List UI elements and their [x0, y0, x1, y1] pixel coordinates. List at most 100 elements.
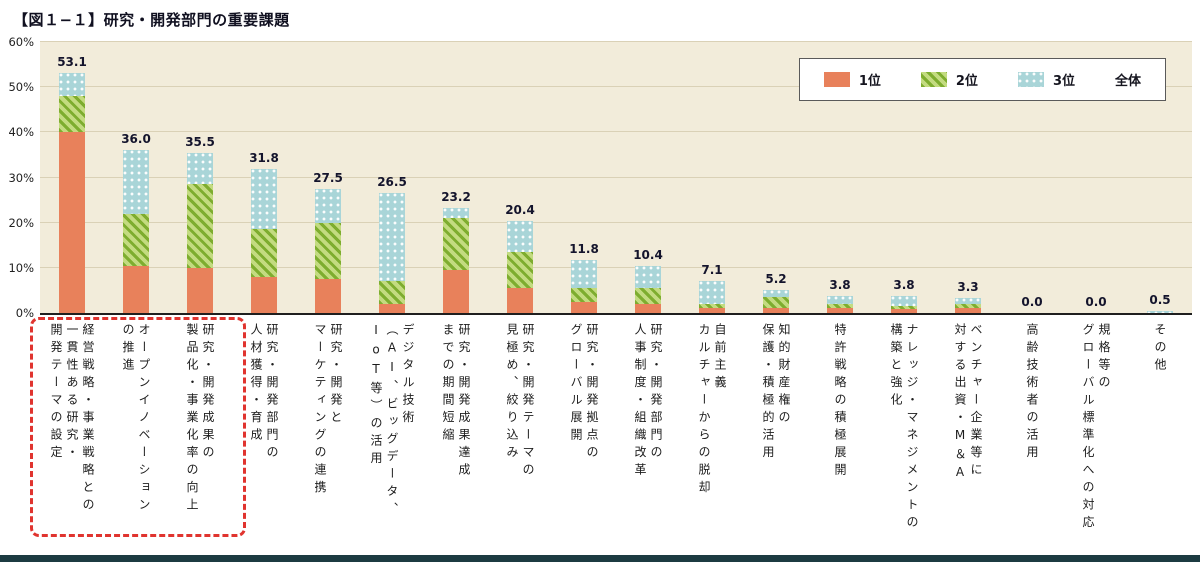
category-label: 研究・開発成果の 製品化・事業化率の向上	[185, 323, 215, 516]
bar-segment-rank3	[379, 193, 405, 282]
bar-slot: 23.2	[424, 42, 488, 313]
legend-swatch-rank1-icon	[823, 72, 850, 87]
bar-7	[443, 208, 469, 313]
bar-total-label: 7.1	[701, 262, 723, 277]
bar-total-label: 0.5	[1149, 292, 1171, 307]
bar-slot: 5.2	[744, 42, 808, 313]
gridline	[40, 221, 1192, 223]
legend-label-rank2: 2位	[955, 74, 978, 89]
bar-segment-rank3	[699, 280, 725, 304]
category-label: デジタル技術 （AI、ビッグデータ、 IoT等）の活用	[369, 323, 415, 520]
legend-item-rank2: 2位	[920, 70, 978, 89]
bar-segment-rank3	[571, 259, 597, 289]
legend-swatch-rank2-icon	[920, 72, 947, 87]
bar-slot: 3.3	[936, 42, 1000, 313]
category-label: 研究・開発と マーケティングの連携	[313, 323, 343, 498]
bar-segment-rank3	[123, 150, 149, 214]
category-label-slot: その他	[1128, 319, 1192, 547]
category-label-slot: 自前主義 カルチャーからの脱却	[680, 319, 744, 547]
legend-item-rank3: 3位	[1017, 70, 1075, 89]
category-label: 規格等の グローバル標準化への対応	[1081, 323, 1111, 533]
category-label-slot: 研究・開発成果達成 までの期間短縮	[424, 319, 488, 547]
bar-segment-rank1	[187, 267, 213, 313]
bar-total-label: 20.4	[505, 202, 535, 217]
bar-segment-rank3	[443, 208, 469, 219]
category-label: 研究・開発成果達成 までの期間短縮	[441, 323, 471, 481]
legend-label-rank3: 3位	[1052, 74, 1075, 89]
bar-total-label: 3.8	[829, 277, 851, 292]
bar-segment-rank3	[251, 169, 277, 230]
bar-segment-rank2	[59, 96, 85, 133]
bar-3	[187, 152, 213, 313]
figure-title: 【図１−１】研究・開発部門の重要課題	[13, 11, 290, 29]
bar-segment-rank2	[507, 252, 533, 289]
bar-segment-rank1	[379, 303, 405, 313]
category-label: 自前主義 カルチャーからの脱却	[697, 323, 727, 498]
bar-slot: 3.8	[872, 42, 936, 313]
y-tick-label: 20%	[8, 215, 34, 230]
bar-5	[315, 188, 341, 313]
category-label-slot: 研究・開発部門の 人材獲得・育成	[232, 319, 296, 547]
bar-12	[763, 289, 789, 313]
legend-label-total: 全体	[1114, 74, 1141, 89]
bar-segment-rank1	[507, 288, 533, 313]
gridline	[40, 86, 1192, 88]
category-label-slot: 経営戦略・事業戦略との 一貫性ある研究・ 開発テーマの設定	[40, 319, 104, 547]
bar-total-label: 10.4	[633, 248, 663, 263]
y-tick-label: 0%	[15, 306, 34, 320]
bar-segment-rank2	[315, 222, 341, 280]
bar-slot: 26.5	[360, 42, 424, 313]
y-tick-label: 50%	[8, 80, 34, 95]
y-tick-label: 60%	[8, 35, 34, 49]
bar-slot: 27.5	[296, 42, 360, 313]
bar-total-label: 35.5	[185, 134, 215, 149]
bar-segment-rank3	[187, 152, 213, 185]
bar-6	[379, 193, 405, 313]
bar-slot: 0.0	[1064, 42, 1128, 313]
bar-segment-rank1	[59, 132, 85, 313]
category-label-slot: 研究・開発成果の 製品化・事業化率の向上	[168, 319, 232, 547]
bar-total-label: 0.0	[1085, 295, 1107, 309]
category-label-slot: ベンチャー企業等に 対する出資・M＆A	[936, 319, 1000, 547]
bar-segment-rank3	[763, 289, 789, 298]
category-label-slot: 高齢技術者の活用	[1000, 319, 1064, 547]
gridline	[40, 41, 1192, 42]
bar-slot: 31.8	[232, 42, 296, 313]
bottom-strip	[0, 555, 1200, 562]
y-tick-label: 30%	[8, 170, 34, 185]
legend-item-rank1: 1位	[823, 70, 881, 89]
bar-slot: 36.0	[104, 42, 168, 313]
bar-slot: 10.4	[616, 42, 680, 313]
category-label-slot: 特許戦略の積極展開	[808, 319, 872, 547]
bar-segment-rank1	[763, 308, 789, 313]
bars-row: 53.1 36.0 35.5 31.8 27.5 26.5 23.2 20.4 11.8 10.4…	[40, 42, 1192, 313]
bar-slot: 35.5	[168, 42, 232, 313]
bar-segment-rank1	[635, 303, 661, 313]
bar-segment-rank3	[507, 220, 533, 253]
bar-total-label: 26.5	[377, 175, 407, 190]
category-label: 研究・開発テーマの 見極め、絞り込み	[505, 323, 535, 481]
legend-swatch-rank3-icon	[1017, 72, 1044, 87]
bar-slot: 20.4	[488, 42, 552, 313]
bar-segment-rank1	[571, 301, 597, 313]
category-label-slot: ナレッジ・マネジメントの 構築と強化	[872, 319, 936, 547]
bar-slot: 0.0	[1000, 42, 1064, 313]
bar-4	[251, 169, 277, 313]
gridline	[40, 266, 1192, 268]
bar-total-label: 3.8	[893, 277, 915, 292]
bar-11	[699, 280, 725, 313]
bar-segment-rank3	[1147, 310, 1173, 313]
bar-15	[955, 298, 981, 313]
bar-segment-rank2	[955, 303, 981, 309]
category-label-slot: 規格等の グローバル標準化への対応	[1064, 319, 1128, 547]
bar-total-label: 0.0	[1021, 295, 1043, 309]
bar-14	[891, 295, 917, 313]
bar-segment-rank2	[891, 305, 917, 310]
bar-segment-rank3	[827, 295, 853, 304]
bar-total-label: 5.2	[765, 271, 787, 286]
gridline	[40, 131, 1192, 133]
bar-segment-rank2	[251, 229, 277, 277]
bar-18	[1147, 310, 1173, 313]
category-label: 研究・開発部門の 人材獲得・育成	[249, 323, 279, 463]
bar-segment-rank1	[251, 276, 277, 313]
